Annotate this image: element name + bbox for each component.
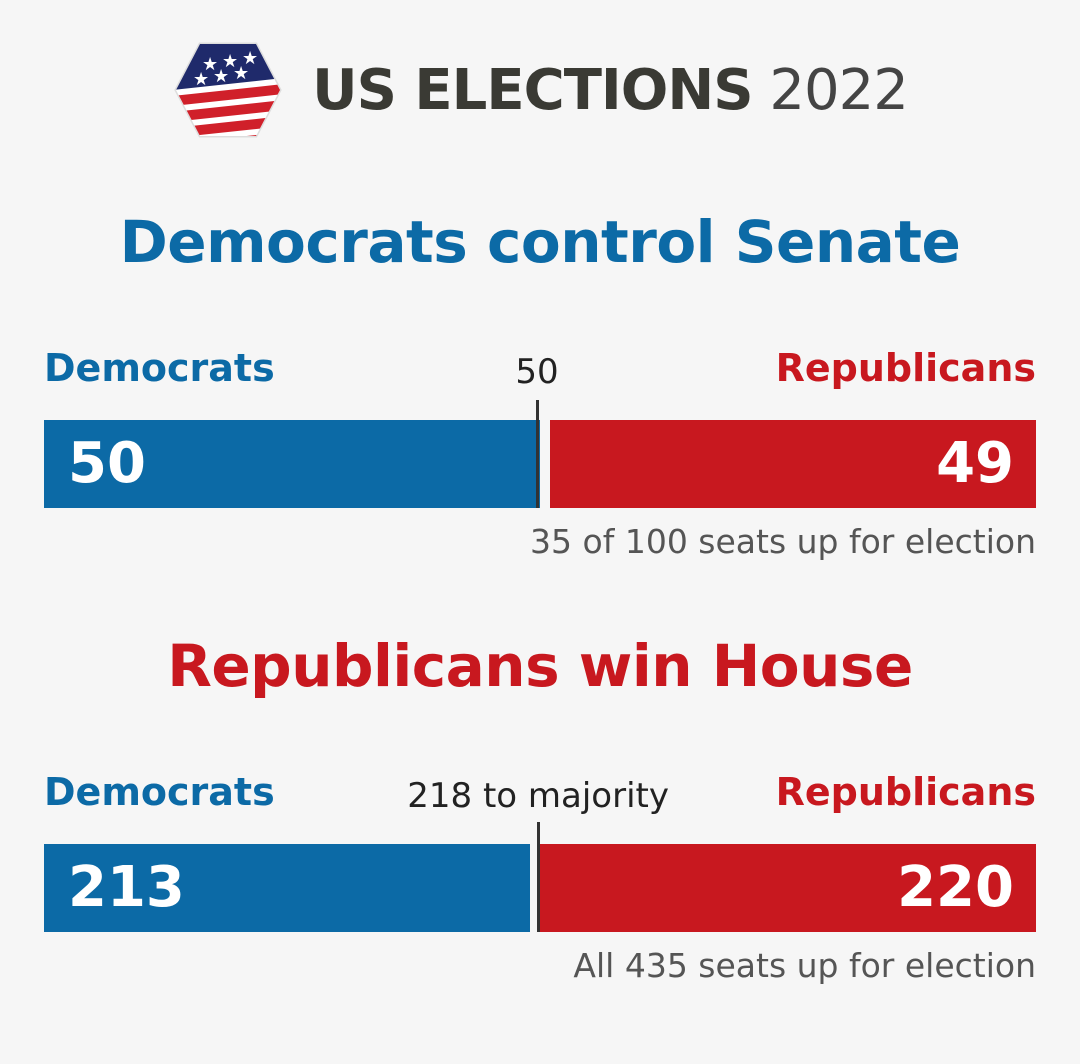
house-republicans-label: Republicans xyxy=(775,770,1036,814)
house-majority-tick xyxy=(537,822,541,932)
house-threshold-label: 218 to majority xyxy=(407,776,669,816)
house-democrats-bar: 213 xyxy=(44,844,530,932)
svg-text:★: ★ xyxy=(202,54,218,75)
house-republicans-value: 220 xyxy=(897,855,1014,920)
senate-majority-tick xyxy=(536,400,539,508)
brand-bold-text: US ELECTIONS xyxy=(312,57,753,123)
brand-year-text: 2022 xyxy=(769,57,909,123)
house-title: Republicans win House xyxy=(167,632,913,700)
house-democrats-label: Democrats xyxy=(44,770,275,814)
senate-threshold-label: 50 xyxy=(515,352,559,392)
senate-title: Democrats control Senate xyxy=(119,208,961,276)
senate-republicans-bar: 49 xyxy=(550,420,1036,508)
senate-democrats-value: 50 xyxy=(68,431,146,496)
svg-text:★: ★ xyxy=(213,66,229,87)
senate-republicans-label: Republicans xyxy=(775,346,1036,390)
house-republicans-bar: 220 xyxy=(539,844,1036,932)
senate-democrats-bar: 50 xyxy=(44,420,540,508)
house-note: All 435 seats up for election xyxy=(573,946,1036,985)
house-democrats-value: 213 xyxy=(68,855,185,920)
svg-text:★: ★ xyxy=(242,48,258,69)
senate-note: 35 of 100 seats up for election xyxy=(530,522,1036,561)
senate-republicans-value: 49 xyxy=(936,431,1014,496)
brand-title: US ELECTIONS 2022 xyxy=(312,57,909,123)
header: ★ ★ ★ ★ ★ ★ US ELECTIONS 2022 xyxy=(0,40,1080,140)
svg-text:★: ★ xyxy=(233,63,249,84)
us-flag-logo-icon: ★ ★ ★ ★ ★ ★ xyxy=(174,42,282,138)
svg-text:★: ★ xyxy=(222,51,238,72)
senate-democrats-label: Democrats xyxy=(44,346,275,390)
svg-text:★: ★ xyxy=(193,69,209,90)
